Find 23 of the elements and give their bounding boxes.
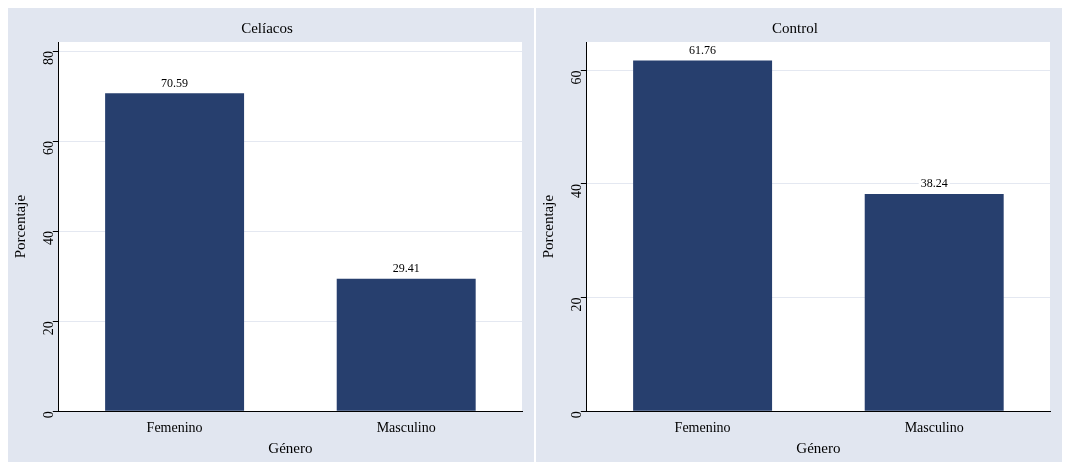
data-label: 70.59 — [161, 75, 189, 90]
y-axis-title: Porcentaje — [11, 194, 28, 259]
y-tick-label: 60 — [41, 141, 57, 156]
y-tick-label: 0 — [569, 411, 585, 419]
x-tick-label: Femenino — [146, 420, 203, 436]
y-tick-label: 20 — [41, 321, 57, 336]
x-axis-title: Género — [268, 439, 313, 456]
y-tick-label: 40 — [41, 231, 57, 246]
x-tick-label: Masculino — [376, 420, 436, 436]
data-label: 38.24 — [920, 176, 948, 191]
data-label: 61.76 — [689, 42, 717, 57]
y-tick-label: 60 — [569, 70, 585, 85]
data-label: 29.41 — [392, 260, 420, 275]
y-tick-label: 0 — [41, 411, 57, 419]
x-axis-title: Género — [796, 439, 841, 456]
y-tick-label: 40 — [569, 184, 585, 198]
x-tick-label: Masculino — [904, 420, 964, 436]
chart-title: Control — [772, 19, 818, 36]
y-axis-title: Porcentaje — [539, 194, 556, 259]
y-tick-label: 20 — [569, 297, 585, 312]
chart-title: Celíacos — [241, 19, 293, 36]
x-tick-label: Femenino — [674, 420, 731, 436]
y-tick-label: 80 — [41, 51, 57, 65]
